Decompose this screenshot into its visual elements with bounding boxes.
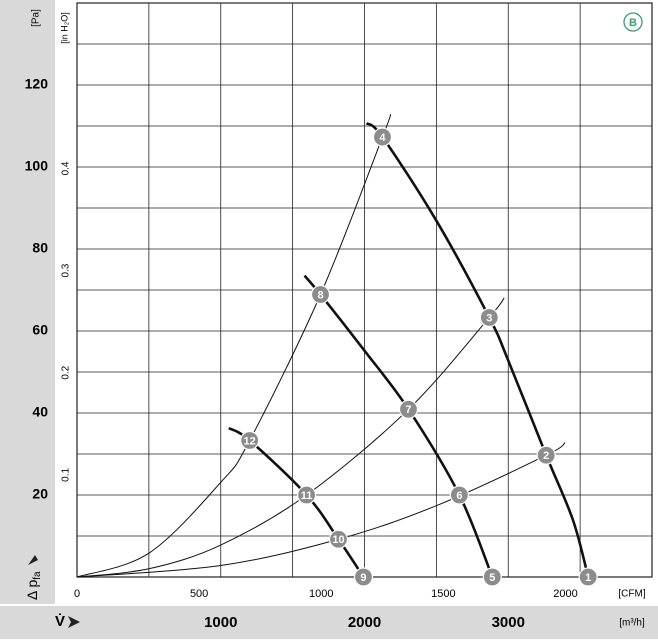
point-label: 2 bbox=[543, 450, 549, 462]
operating-point bbox=[479, 307, 499, 328]
x2-tick-label: 2000 bbox=[553, 588, 577, 600]
point-label: 12 bbox=[244, 435, 256, 447]
operating-point bbox=[310, 284, 331, 305]
y-tick-label: 40 bbox=[32, 404, 48, 420]
badge-circle bbox=[623, 12, 643, 32]
badge: B bbox=[629, 17, 637, 29]
y2-tick-label: 0.1 bbox=[61, 467, 72, 481]
x-label: V̇ bbox=[55, 613, 65, 630]
point-label: 7 bbox=[405, 404, 411, 416]
point-label: 1 bbox=[585, 572, 591, 584]
point-label: 9 bbox=[360, 572, 366, 584]
y-label-main: Δ p bbox=[24, 580, 40, 600]
y-tick-label: 20 bbox=[32, 486, 48, 502]
point-label: 3 bbox=[486, 312, 492, 324]
x2-unit: [CFM] bbox=[618, 589, 645, 600]
point-label: 4 bbox=[379, 132, 386, 144]
x-tick-label: 2000 bbox=[348, 614, 381, 631]
x-tick-label: 3000 bbox=[492, 614, 525, 631]
x-arrow bbox=[68, 616, 80, 628]
y-tick-label: 120 bbox=[25, 76, 49, 92]
x2-tick-label: 0 bbox=[74, 588, 80, 600]
y-arrow bbox=[28, 555, 38, 565]
x2-tick-label: 1500 bbox=[431, 588, 455, 600]
x2-tick-label: 500 bbox=[190, 588, 208, 600]
point-label: 5 bbox=[489, 572, 495, 584]
bottom-panel bbox=[0, 606, 658, 639]
y2-tick-label: 0.3 bbox=[61, 263, 72, 277]
operating-point bbox=[449, 485, 469, 505]
operating-point bbox=[372, 127, 393, 147]
operating-point bbox=[536, 445, 556, 465]
operating-point bbox=[353, 567, 374, 587]
point-label: 8 bbox=[317, 289, 323, 301]
x-tick-label: 1000 bbox=[204, 614, 237, 631]
operating-point bbox=[240, 430, 260, 451]
point-label: 10 bbox=[332, 534, 344, 546]
x-unit: [m³/h] bbox=[619, 618, 645, 629]
y2-unit: [in H₂O] bbox=[59, 12, 69, 44]
y-tick-label: 60 bbox=[32, 322, 48, 338]
y2-tick-label: 0.2 bbox=[61, 365, 72, 379]
operating-point bbox=[398, 399, 419, 419]
x2-tick-label: 1000 bbox=[309, 588, 333, 600]
operating-point bbox=[296, 485, 317, 505]
operating-point bbox=[578, 567, 598, 587]
y-tick-label: 80 bbox=[32, 240, 48, 256]
left-panel bbox=[0, 0, 55, 604]
y-unit: [Pa] bbox=[31, 9, 42, 27]
fan-curve bbox=[365, 122, 590, 578]
point-label: 11 bbox=[301, 490, 313, 502]
system-curve bbox=[76, 113, 391, 578]
y-label-sub: fa bbox=[32, 571, 43, 580]
y-tick-label: 100 bbox=[25, 158, 49, 174]
y-label: Δ pfa bbox=[24, 571, 43, 600]
point-label: 6 bbox=[456, 490, 462, 502]
operating-point bbox=[482, 567, 502, 587]
y2-tick-label: 0.4 bbox=[61, 161, 72, 175]
operating-point bbox=[328, 529, 349, 549]
